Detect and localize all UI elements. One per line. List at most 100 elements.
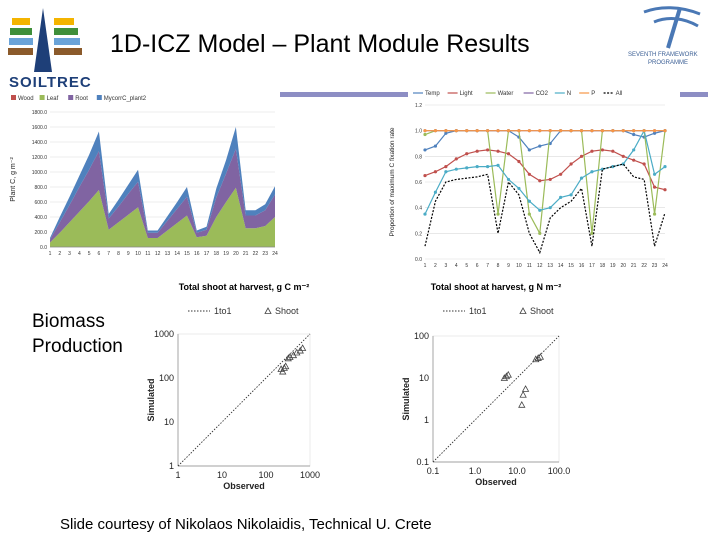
chart-title: Total shoot at harvest, g N m⁻² [431,282,562,292]
legend-label: All [616,91,623,97]
data-point [590,129,594,133]
x-tick-label: 6 [476,263,479,269]
data-point [496,129,500,133]
x-tick-label: 11 [527,263,532,269]
data-point [486,148,490,152]
y-tick-label: 200.0 [34,230,47,236]
data-point [579,154,584,158]
y-tick-label: 0.1 [416,457,429,467]
y-tick-label: 800.0 [34,185,47,191]
shoot-point [280,364,288,371]
data-point [423,129,427,133]
y-tick-label: 0.4 [415,206,422,212]
y-tick-label: 100 [159,373,174,383]
x-tick-label: 16 [579,263,585,269]
data-point [548,177,552,182]
x-tick-label: 15 [184,251,190,257]
data-point [642,162,646,166]
line-series [424,129,666,215]
x-tick-label: 17 [589,263,595,269]
y-tick-label: 1.2 [415,103,422,109]
data-point [496,212,500,216]
data-point [527,172,531,176]
fp7-label-line2: PROGRAMME [648,60,689,66]
data-point [454,129,458,133]
y-tick-label: 1200.0 [32,155,48,161]
brand-name: SOILTREC [9,74,92,91]
data-point [632,132,636,137]
x-tick-label: 24 [662,263,668,269]
x-tick-label: 11 [145,251,150,257]
data-point [444,165,448,169]
x-tick-label: 18 [214,251,220,257]
x-tick-label: 19 [610,263,616,269]
accent-bar-right [680,92,708,97]
data-point [423,132,427,137]
x-tick-label: 4 [455,263,458,269]
data-point [632,129,636,133]
data-point [611,129,615,133]
data-point [590,149,594,153]
shoot-point [534,354,542,361]
x-tick-label: 1 [49,251,52,257]
data-point [663,188,667,192]
legend-label: Root [75,96,88,102]
legend-swatch [519,307,527,314]
shoot-point [282,362,290,370]
c-fixation-line-chart: 0.00.20.40.60.81.01.21 2 3 4 5 6 7 8 9 10 11 12 13 14… [389,91,668,269]
x-tick-label: 13 [165,251,171,257]
data-point [559,129,563,133]
x-tick-label: 1.0 [469,466,482,476]
x-tick-label: 22 [253,251,259,257]
data-point [527,212,531,216]
x-tick-label: 0.1 [427,466,440,476]
legend-swatch [68,95,74,100]
legend-label: Temp [425,91,440,97]
data-point [538,144,542,148]
data-point [652,131,657,135]
data-point [611,149,615,153]
slide-credit: Slide courtesy of Nikolaos Nikolaidis, T… [60,516,432,533]
x-tick-label: 10 [135,251,141,257]
data-point [632,148,636,152]
data-point [433,144,438,148]
legend-label: Shoot [275,306,299,316]
legend-swatch [11,95,16,100]
line-series [424,130,666,151]
x-tick-label: 21 [631,263,637,269]
y-tick-label: 0.8 [415,154,422,160]
data-point [579,129,584,133]
x-axis-label: Observed [475,477,517,487]
data-point [579,176,584,180]
legend-swatch [264,307,272,314]
shoot-point [284,354,292,362]
data-point [548,206,552,210]
x-tick-label: 20 [620,263,626,269]
data-point [538,129,542,133]
x-tick-label: 4 [78,251,81,257]
y-axis-label: Plant C, g m⁻² [10,157,17,202]
x-tick-label: 5 [88,251,91,257]
y-tick-label: 1.0 [415,129,422,135]
data-point [559,195,563,199]
x-tick-label: 1 [175,470,180,480]
one-to-one-line [177,333,311,467]
x-tick-label: 7 [107,251,110,257]
x-tick-label: 12 [537,263,543,269]
data-point [475,149,479,153]
x-tick-label: 16 [194,251,200,257]
data-point [433,129,438,133]
x-tick-label: 14 [174,251,180,257]
data-point [496,149,500,153]
data-point [527,148,531,152]
data-point [663,129,667,133]
x-tick-label: 23 [652,263,658,269]
x-tick-label: 23 [262,251,268,257]
data-point [538,231,542,235]
data-point [527,199,531,203]
chart-title: Total shoot at harvest, g C m⁻² [179,282,310,292]
data-point [454,157,458,161]
slide-title: 1D-ICZ Model – Plant Module Results [110,30,530,58]
data-point [663,165,667,169]
shoot-point [536,352,545,360]
